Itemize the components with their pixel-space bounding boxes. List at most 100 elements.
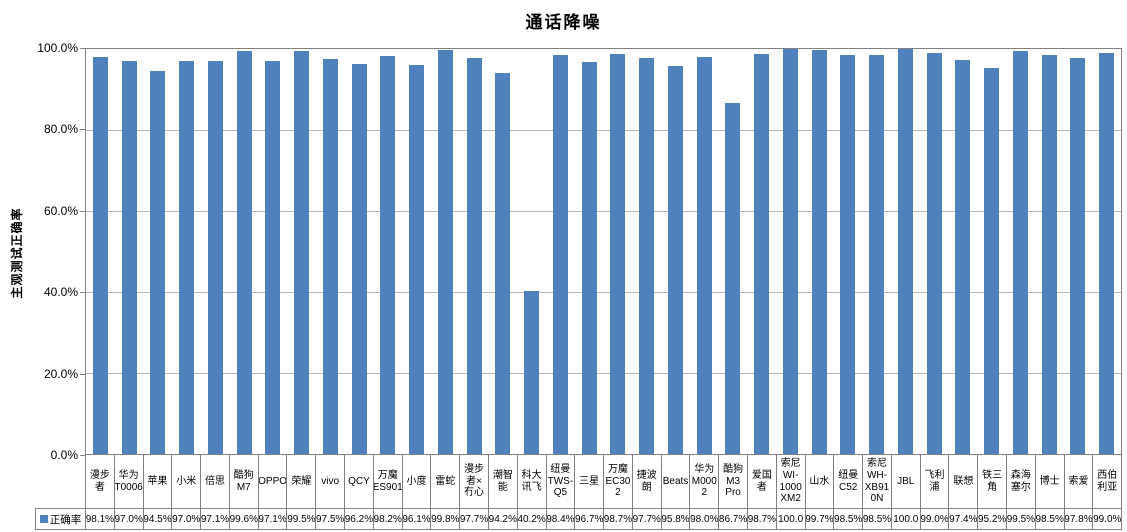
bar-column [661, 49, 690, 454]
gridline [86, 211, 1121, 212]
bar-column [690, 49, 719, 454]
bar [1099, 53, 1115, 454]
bar-column [920, 49, 949, 454]
category-label: 荣耀 [287, 455, 317, 508]
gridline [86, 373, 1121, 374]
bar [725, 102, 741, 454]
category-label: 科大 讯飞 [518, 455, 547, 508]
bar [782, 49, 798, 454]
bar-column [489, 49, 518, 454]
bar [1012, 51, 1028, 454]
bar [754, 54, 770, 454]
y-tick-mark [80, 48, 85, 49]
bar-column [460, 49, 489, 454]
bar [581, 62, 597, 454]
value-cell: 99.7% [806, 509, 835, 529]
bar-column [862, 49, 891, 454]
bar [466, 58, 482, 454]
bar-column [201, 49, 230, 454]
bar-column [259, 49, 288, 454]
category-label: JBL [892, 455, 921, 508]
category-label: 铁三 角 [978, 455, 1007, 508]
gridline [86, 292, 1121, 293]
category-label: 酷狗 M3 Pro [719, 455, 748, 508]
data-table-row: 正确率 98.1% 97.0% 94.5% 97.0% 97.1% 99.6% 97.1% 9… [35, 508, 1122, 530]
category-label: 博士 [1036, 455, 1065, 508]
bar [437, 49, 453, 454]
bar-column [287, 49, 316, 454]
bars [86, 49, 1121, 454]
y-tick-mark [80, 210, 85, 212]
bar [351, 64, 367, 454]
bar-column [402, 49, 431, 454]
bar-column [374, 49, 403, 454]
bar-column [1064, 49, 1093, 454]
category-label: 小度 [403, 455, 432, 508]
category-label: 山水 [806, 455, 835, 508]
value-cell: 86.7% [719, 509, 748, 529]
category-label: 三星 [575, 455, 605, 508]
bar-column [316, 49, 345, 454]
value-cell: 99.5% [1007, 509, 1036, 529]
value-cell: 98.5% [863, 509, 892, 529]
value-cell: 98.7% [748, 509, 777, 529]
bar [897, 49, 913, 454]
value-cell: 99.0% [921, 509, 950, 529]
y-tick-label: 100.0% [37, 41, 78, 55]
value-cell: 98.5% [1036, 509, 1065, 529]
bar-column [1035, 49, 1064, 454]
value-cell: 40.2% [518, 509, 547, 529]
bar-column [431, 49, 460, 454]
category-label: 漫步 者× 冇心 [460, 455, 489, 508]
value-cell: 98.0% [690, 509, 720, 529]
category-label: 爱国 者 [748, 455, 777, 508]
series-marker-icon [39, 515, 48, 523]
value-cell: 99.5% [287, 509, 317, 529]
value-cell: 99.8% [431, 509, 461, 529]
y-tick-mark [80, 292, 85, 294]
bar [265, 60, 281, 454]
category-label: 雷蛇 [431, 455, 461, 508]
bar [207, 60, 223, 454]
bar-column [172, 49, 201, 454]
bar [1041, 55, 1057, 454]
bar [409, 64, 425, 454]
y-tick-mark [80, 455, 85, 456]
bar [92, 56, 108, 454]
value-cell: 97.1% [259, 509, 288, 529]
value-cell: 97.7% [460, 509, 489, 529]
bar [121, 61, 137, 454]
chart-title: 通话降噪 [525, 13, 602, 33]
legend-label: 正确率 [49, 513, 82, 526]
bar-column [546, 49, 575, 454]
bar-column [719, 49, 748, 454]
y-tick-label: 20.0% [43, 366, 78, 381]
category-label: 万魔 ES901 [374, 455, 403, 508]
bar [869, 55, 885, 454]
y-tick-label: 0.0% [50, 448, 78, 462]
bar-column [230, 49, 259, 454]
category-label: 纽曼 TWS- Q5 [547, 455, 576, 508]
value-cell: 96.2% [345, 509, 374, 529]
value-cell: 95.8% [662, 509, 691, 529]
bar [667, 66, 683, 454]
bar-column [115, 49, 144, 454]
value-cell: 97.1% [201, 509, 230, 529]
category-label: 索爱 [1065, 455, 1094, 508]
value-cell: 95.2% [978, 509, 1007, 529]
bar-column [604, 49, 633, 454]
bar [610, 54, 626, 454]
y-tick-label: 80.0% [43, 122, 78, 137]
bar [984, 68, 1000, 454]
category-label: 潮智 能 [489, 455, 518, 508]
category-label: 万魔 EC30 2 [604, 455, 633, 508]
bar-column [86, 49, 115, 454]
y-tick-label: 40.0% [43, 285, 78, 300]
category-label: 飞利 浦 [921, 455, 950, 508]
bar [696, 57, 712, 454]
category-label: 捷波 朗 [633, 455, 662, 508]
value-cell: 96.1% [403, 509, 432, 529]
bar [955, 59, 971, 454]
value-cell: 97.5% [316, 509, 346, 529]
